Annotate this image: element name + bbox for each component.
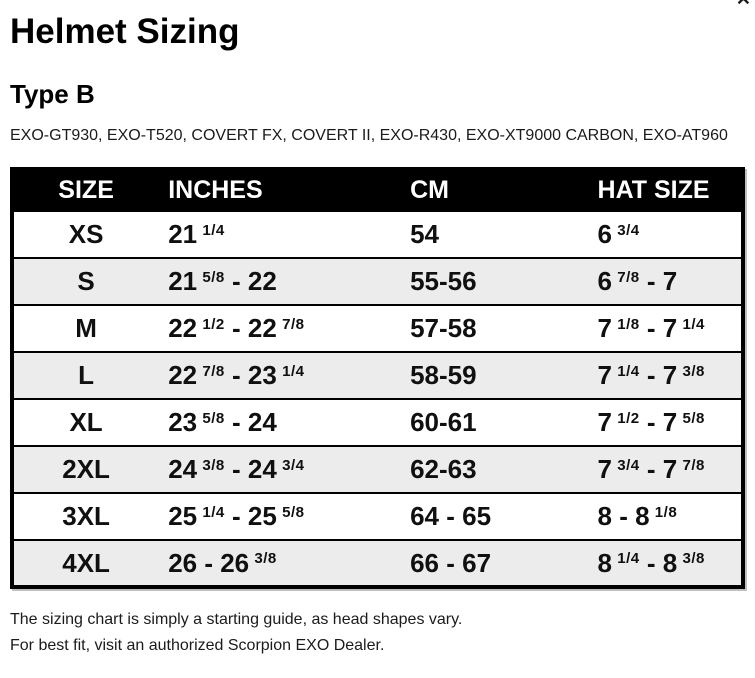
table-row: XS 21 1/4 54 6 3/4 [12, 211, 743, 258]
cell-size: 2XL [62, 454, 110, 484]
fraction: 1/2 [617, 409, 640, 427]
column-header-cm: CM [392, 169, 568, 211]
fraction: 3/4 [617, 221, 640, 239]
fraction: 1/4 [682, 315, 705, 333]
cell-size: XS [68, 219, 104, 249]
cell-hat-size: 7 1/2 - 7 5/8 [597, 407, 705, 437]
fraction: 7/8 [202, 362, 225, 380]
footer-note-2: For best fit, visit an authorized Scorpi… [10, 637, 385, 654]
cell-cm: 62-63 [410, 454, 477, 484]
table-row: L 22 7/8 - 23 1/4 58-59 7 1/4 - 7 3/8 [12, 352, 743, 399]
footer-notes: The sizing chart is simply a starting gu… [10, 607, 745, 659]
table-row: 4XL 26 - 26 3/8 66 - 67 8 1/4 - 8 3/8 [12, 540, 743, 587]
fraction: 5/8 [282, 503, 305, 521]
fraction: 3/4 [617, 456, 640, 474]
cell-hat-size: 8 - 8 1/8 [597, 501, 678, 531]
cell-hat-size: 8 1/4 - 8 3/8 [597, 547, 705, 578]
fraction: 1/2 [202, 315, 225, 333]
fraction: 3/8 [682, 550, 705, 568]
model-list: EXO-GT930, EXO-T520, COVERT FX, COVERT I… [10, 127, 728, 144]
fraction: 3/8 [202, 456, 225, 474]
cell-size: M [75, 313, 97, 343]
cell-inches: 25 1/4 - 25 5/8 [168, 501, 305, 531]
cell-hat-size: 6 7/8 - 7 [597, 266, 678, 296]
fraction: 3/8 [682, 362, 705, 380]
table-row: S 21 5/8 - 22 55-56 6 7/8 - 7 [12, 258, 743, 305]
cell-inches: 23 5/8 - 24 [168, 407, 277, 437]
cell-inches: 24 3/8 - 24 3/4 [168, 454, 305, 484]
sizing-table-header: SIZE INCHES CM HAT SIZE [12, 169, 743, 211]
cell-hat-size: 7 1/8 - 7 1/4 [597, 313, 705, 343]
subtitle-type: Type B [10, 79, 95, 109]
cell-cm: 60-61 [410, 407, 477, 437]
cell-inches: 22 1/2 - 22 7/8 [168, 313, 305, 343]
table-row: 2XL 24 3/8 - 24 3/4 62-63 7 3/4 - 7 7/8 [12, 446, 743, 493]
column-header-size: SIZE [12, 169, 159, 211]
cell-size: L [78, 360, 95, 390]
cell-cm: 64 - 65 [410, 501, 492, 531]
footer-note-1: The sizing chart is simply a starting gu… [10, 611, 463, 628]
fraction: 1/4 [202, 503, 225, 521]
cell-inches: 22 7/8 - 23 1/4 [168, 360, 305, 390]
fraction: 5/8 [202, 268, 225, 286]
fraction: 1/4 [202, 221, 225, 239]
cell-cm: 66 - 67 [410, 547, 492, 578]
cell-cm: 57-58 [410, 313, 477, 343]
fraction: 5/8 [682, 409, 705, 427]
cell-size: S [77, 266, 95, 296]
cell-hat-size: 6 3/4 [597, 219, 640, 249]
fraction: 1/8 [617, 315, 640, 333]
sizing-table: SIZE INCHES CM HAT SIZE XS 21 1/4 54 6 3/4 S… [10, 167, 745, 589]
fraction: 1/4 [282, 362, 305, 380]
fraction: 7/8 [617, 268, 640, 286]
fraction: 5/8 [202, 409, 225, 427]
fraction: 1/4 [617, 550, 640, 568]
fraction: 7/8 [682, 456, 705, 474]
cell-inches: 26 - 26 3/8 [168, 547, 277, 578]
cell-cm: 54 [410, 219, 440, 249]
header-row: SIZE INCHES CM HAT SIZE [12, 169, 743, 211]
table-row: XL 23 5/8 - 24 60-61 7 1/2 - 7 5/8 [12, 399, 743, 446]
cell-inches: 21 1/4 [168, 219, 225, 249]
cell-size: 3XL [62, 501, 110, 531]
fraction: 1/8 [654, 503, 678, 521]
fraction: 3/4 [282, 456, 305, 474]
page-title: Helmet Sizing [10, 12, 240, 51]
table-row: M 22 1/2 - 22 7/8 57-58 7 1/8 - 7 1/4 [12, 305, 743, 352]
column-header-hat-size: HAT SIZE [567, 169, 743, 211]
fraction: 1/4 [617, 362, 640, 380]
cell-size: XL [69, 407, 103, 437]
fraction: 3/8 [254, 550, 277, 568]
close-icon: ✕ [736, 0, 751, 8]
cell-size: 4XL [62, 547, 110, 578]
size-table-body: XS 21 1/4 54 6 3/4 S 21 5/8 - 22 55-56 6 7/8 - … [12, 211, 743, 587]
cell-hat-size: 7 3/4 - 7 7/8 [597, 454, 705, 484]
cell-cm: 58-59 [410, 360, 477, 390]
cell-inches: 21 5/8 - 22 [168, 266, 277, 296]
table-row: 3XL 25 1/4 - 25 5/8 64 - 65 8 - 8 1/8 [12, 493, 743, 540]
cell-cm: 55-56 [410, 266, 477, 296]
cell-hat-size: 7 1/4 - 7 3/8 [597, 360, 705, 390]
close-button[interactable]: ✕ [730, 0, 752, 12]
column-header-inches: INCHES [158, 169, 393, 211]
fraction: 7/8 [282, 315, 305, 333]
